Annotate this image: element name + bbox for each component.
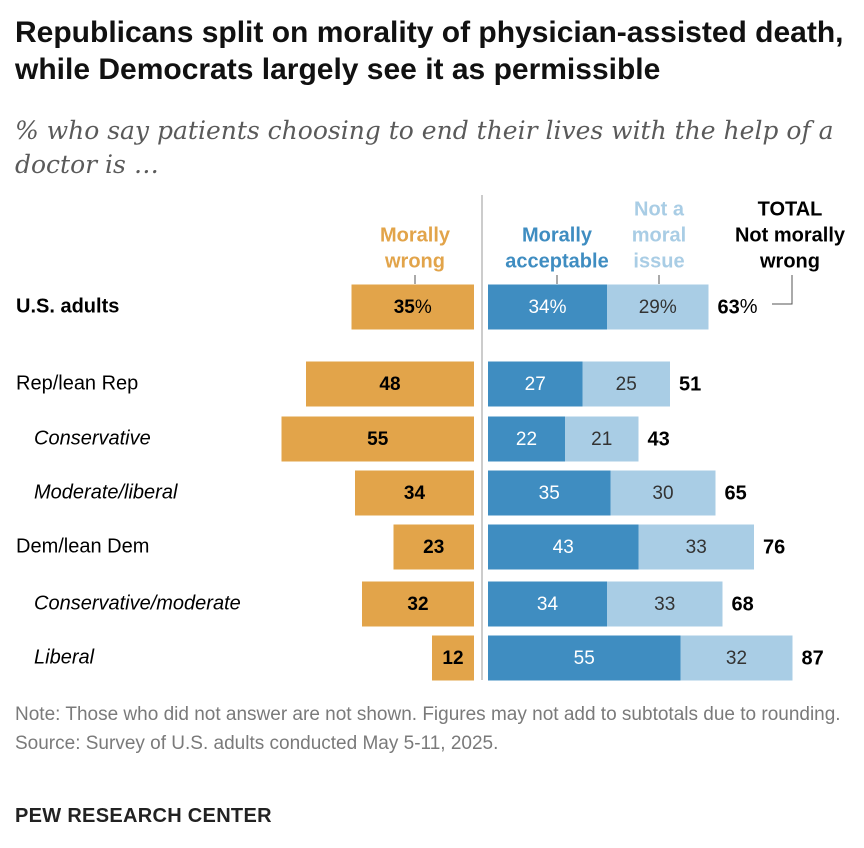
bar-morally-wrong (393, 524, 474, 570)
category-label: Conservative (34, 427, 151, 449)
chart-note: Note: Those who did not answer are not s… (15, 704, 841, 725)
value-label-total: 68 (732, 593, 754, 615)
bar-morally-wrong (281, 416, 474, 462)
legend-not-a-moral-issue: Not a (634, 198, 685, 220)
legend-not-a-moral-issue: issue (633, 250, 684, 272)
bar-not-a-moral-issue (582, 361, 670, 407)
value-label-morally-wrong: 55 (367, 429, 389, 450)
bar-morally-wrong (355, 470, 474, 516)
value-label-morally-acceptable: 35 (539, 483, 560, 504)
notes-block: Note: Those who did not answer are not s… (15, 700, 855, 758)
category-label: Dem/lean Dem (16, 535, 149, 557)
value-label-morally-acceptable: 27 (525, 374, 546, 395)
bar-not-a-moral-issue (610, 470, 716, 516)
value-label-not-a-moral-issue: 25 (616, 374, 637, 395)
bar-morally-acceptable (488, 635, 681, 681)
legend-morally-wrong: Morally (380, 224, 451, 246)
bar-not-a-moral-issue (638, 524, 754, 570)
legend-morally-wrong: wrong (384, 250, 445, 272)
bar-morally-acceptable (488, 361, 583, 407)
value-label-not-a-moral-issue: 29% (639, 297, 677, 318)
value-label-not-a-moral-issue: 21 (591, 429, 612, 450)
value-label-morally-wrong: 35% (394, 297, 432, 318)
value-label-total: 43 (648, 428, 670, 450)
value-label-not-a-moral-issue: 33 (654, 594, 675, 615)
category-label: Moderate/liberal (34, 481, 178, 503)
value-label-morally-wrong: 32 (407, 594, 428, 615)
value-label-morally-wrong: 34 (404, 483, 426, 504)
value-label-morally-acceptable: 55 (574, 648, 595, 669)
value-label-total: 63% (718, 296, 758, 318)
value-label-not-a-moral-issue: 30 (652, 483, 673, 504)
bar-not-a-moral-issue (607, 284, 709, 330)
value-label-morally-acceptable: 22 (516, 429, 537, 450)
value-label-morally-wrong: 23 (423, 537, 444, 558)
total-connector-line (772, 275, 793, 305)
bar-morally-acceptable (488, 524, 639, 570)
legend-morally-acceptable: Morally (522, 224, 593, 246)
bar-not-a-moral-issue (607, 581, 723, 627)
legend-not-a-moral-issue: moral (632, 224, 686, 246)
bar-morally-acceptable (488, 416, 565, 462)
value-label-morally-wrong: 12 (442, 648, 463, 669)
value-label-total: 87 (802, 647, 824, 669)
category-label: Liberal (34, 646, 95, 668)
bar-morally-wrong (306, 361, 474, 407)
category-label: Rep/lean Rep (16, 372, 138, 394)
value-label-not-a-moral-issue: 33 (686, 537, 707, 558)
bar-not-a-moral-issue (565, 416, 639, 462)
value-label-morally-acceptable: 43 (553, 537, 574, 558)
bar-morally-acceptable (488, 284, 607, 330)
bar-morally-acceptable (488, 581, 607, 627)
diverging-bar-chart: Morally wrong Morally acceptable Not a moral i… (16, 195, 846, 681)
category-label: Conservative/moderate (34, 592, 241, 614)
legend-total-not-morally-wrong: Not morally (735, 224, 846, 246)
value-label-morally-acceptable: 34% (528, 297, 566, 318)
bar-morally-wrong (351, 284, 474, 330)
value-label-total: 76 (763, 536, 785, 558)
bar-morally-wrong (362, 581, 474, 627)
chart-subtitle: % who say patients choosing to end their… (15, 116, 834, 179)
chart-title: Republicans split on morality of physici… (15, 16, 844, 86)
bar-not-a-moral-issue (680, 635, 793, 681)
brand-logo-text: PEW RESEARCH CENTER (15, 805, 272, 827)
legend-morally-acceptable: acceptable (505, 250, 608, 272)
value-label-not-a-moral-issue: 32 (726, 648, 747, 669)
value-label-morally-wrong: 48 (379, 374, 400, 395)
bar-morally-wrong (432, 635, 474, 681)
value-label-morally-acceptable: 34 (537, 594, 559, 615)
value-label-total: 65 (725, 482, 747, 504)
category-label: U.S. adults (16, 295, 119, 317)
chart-source: Source: Survey of U.S. adults conducted … (15, 733, 499, 754)
value-label-total: 51 (679, 373, 701, 395)
bar-morally-acceptable (488, 470, 611, 516)
legend-total-not-morally-wrong: TOTAL (758, 198, 823, 220)
legend-total-not-morally-wrong: wrong (759, 250, 820, 272)
